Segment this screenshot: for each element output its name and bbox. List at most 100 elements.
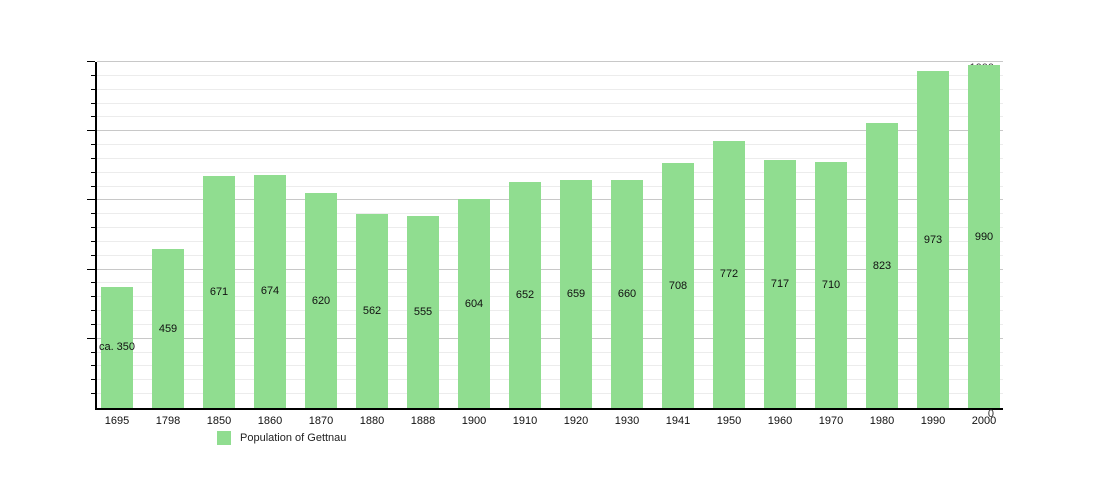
bar-1888: 555 [407, 215, 439, 408]
x-axis-label: 1910 [512, 415, 538, 427]
y-axis-tick [91, 282, 95, 284]
y-axis-tick [91, 116, 95, 118]
bar-value-label: 659 [566, 288, 586, 300]
bar-value-label: 459 [158, 322, 178, 335]
x-axis-label: 1870 [308, 415, 334, 427]
bar-value-label: ca. 350 [98, 341, 136, 354]
bar-value-label: 823 [872, 259, 892, 272]
x-axis-label: 1941 [665, 415, 691, 427]
bar-1920: 659 [560, 180, 592, 408]
gridline-minor [97, 323, 1003, 325]
y-axis-tick [91, 254, 95, 256]
bar-value-label: 717 [770, 277, 790, 290]
legend-label: Population of Gettnau [240, 432, 347, 444]
bar-1850: 671 [203, 175, 235, 408]
bar-value-label: 620 [311, 294, 331, 307]
bar-1950: 772 [713, 140, 745, 408]
bar-1900: 604 [458, 199, 490, 408]
gridline-minor [97, 116, 1003, 118]
gridline-major [97, 199, 1003, 201]
bar-value-label: 562 [362, 304, 382, 317]
gridline-minor [97, 227, 1003, 229]
x-axis-label: 1920 [563, 415, 589, 427]
x-axis-label: 1695 [104, 415, 130, 427]
bar-value-label: 710 [821, 279, 841, 292]
y-axis-tick [91, 185, 95, 187]
bar-value-label: 671 [209, 285, 229, 298]
bar-value-label: 973 [923, 233, 943, 246]
bar-value-label: 990 [974, 230, 994, 243]
gridline-minor [97, 185, 1003, 187]
gridline-minor [97, 240, 1003, 242]
gridline-minor [97, 310, 1003, 312]
bar-1880: 562 [356, 213, 388, 408]
gridline-major [97, 268, 1003, 270]
bar-1930: 660 [611, 179, 643, 408]
y-axis-tick [87, 199, 95, 201]
bar-value-label: 772 [719, 268, 739, 281]
gridline-minor [97, 74, 1003, 76]
gridline-minor [97, 144, 1003, 146]
bar-1910: 652 [509, 182, 541, 408]
y-axis-tick [91, 393, 95, 395]
bar-1860: 674 [254, 174, 286, 408]
bar-1990: 973 [917, 71, 949, 408]
y-axis-tick [91, 365, 95, 367]
x-axis-label: 1798 [155, 415, 181, 427]
x-axis-label: 1860 [257, 415, 283, 427]
bar-value-label: 652 [515, 289, 535, 302]
x-axis-label: 1980 [869, 415, 895, 427]
bar-1970: 710 [815, 162, 847, 408]
bar-value-label: 555 [413, 305, 433, 318]
x-axis-label: 1900 [461, 415, 487, 427]
gridline-minor [97, 393, 1003, 395]
y-axis-tick [91, 323, 95, 325]
gridline-minor [97, 157, 1003, 159]
x-axis-label: 1960 [767, 415, 793, 427]
bar-1798: 459 [152, 249, 184, 408]
bar-1980: 823 [866, 123, 898, 408]
x-axis-label: 1970 [818, 415, 844, 427]
x-axis-label: 1880 [359, 415, 385, 427]
gridline-minor [97, 351, 1003, 353]
y-axis-tick [87, 337, 95, 339]
bar-1695: ca. 350 [98, 286, 136, 408]
y-axis-tick [91, 296, 95, 298]
bar-1960: 717 [764, 159, 796, 408]
gridline-major [97, 337, 1003, 339]
y-axis-tick [87, 61, 95, 62]
gridline-minor [97, 102, 1003, 104]
bar-value-label: 674 [260, 285, 280, 298]
y-axis-tick [91, 74, 95, 76]
y-axis-tick [91, 240, 95, 242]
x-axis-label: 1930 [614, 415, 640, 427]
legend-swatch-icon [217, 431, 231, 445]
y-axis-tick [91, 213, 95, 215]
y-axis-tick [87, 268, 95, 270]
bar-2000: 990 [968, 65, 1000, 408]
gridline-minor [97, 88, 1003, 90]
gridline-minor [97, 379, 1003, 381]
y-axis-tick [87, 130, 95, 132]
gridline-minor [97, 254, 1003, 256]
plot-area: 02004006008001000ca. 3501695459179867118… [87, 61, 1003, 427]
x-axis-label: 1990 [920, 415, 946, 427]
y-axis-label: 0 [987, 407, 994, 420]
gridline-minor [97, 296, 1003, 298]
bar-value-label: 660 [617, 287, 637, 300]
gridline-minor [97, 171, 1003, 173]
x-axis-label: 1850 [206, 415, 232, 427]
y-axis-tick [91, 379, 95, 381]
legend: Population of Gettnau [217, 431, 346, 445]
y-axis-tick [91, 102, 95, 104]
gridline-major [97, 61, 1003, 62]
y-axis-tick [91, 144, 95, 146]
y-axis-tick [91, 88, 95, 90]
x-axis-label: 1950 [716, 415, 742, 427]
gridline-major [97, 130, 1003, 132]
bar-value-label: 708 [668, 279, 688, 292]
y-axis-tick [91, 310, 95, 312]
y-axis-tick [91, 227, 95, 229]
bar-value-label: 604 [464, 297, 484, 310]
